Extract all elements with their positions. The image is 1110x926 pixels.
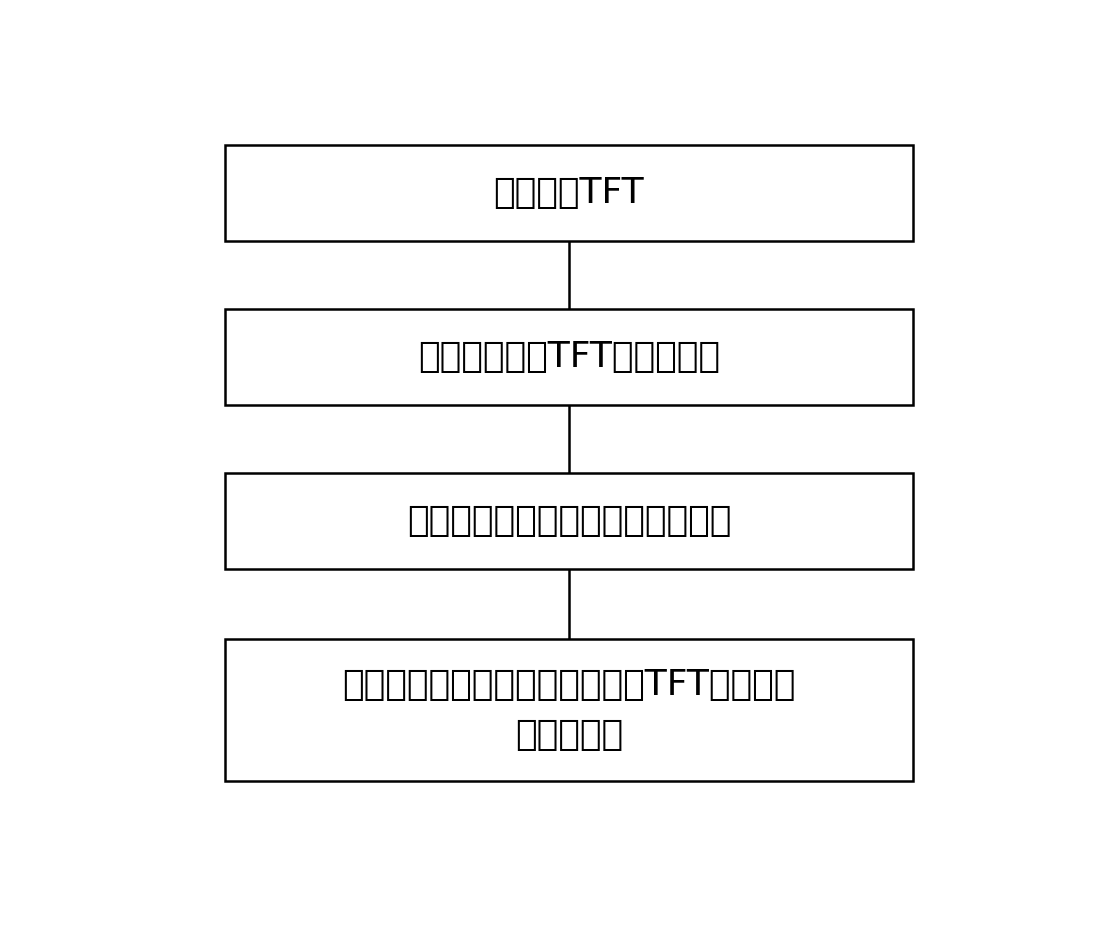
Text: 设置参考TFT: 设置参考TFT: [494, 176, 644, 210]
Bar: [224, 472, 912, 569]
Bar: [224, 144, 912, 241]
Text: 根据所述补偿电压值对显示区域TFT的驱动电
压进行补偿: 根据所述补偿电压值对显示区域TFT的驱动电 压进行补偿: [342, 668, 796, 752]
Text: 根据所述驱动电流获取补偿电压值: 根据所述驱动电流获取补偿电压值: [406, 504, 731, 538]
Bar: [224, 308, 912, 405]
Text: 获取所述参考TFT的驱动电流: 获取所述参考TFT的驱动电流: [417, 340, 720, 374]
Bar: [224, 639, 912, 782]
